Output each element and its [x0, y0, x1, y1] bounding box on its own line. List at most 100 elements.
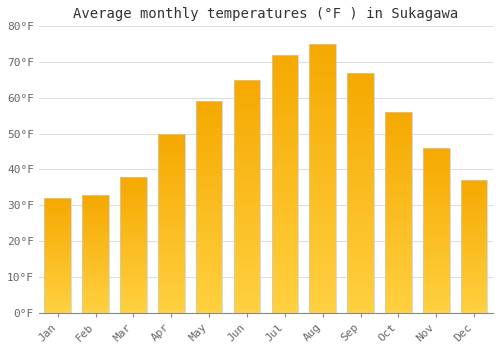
Bar [158, 229, 184, 230]
Bar [158, 250, 184, 252]
Bar [310, 254, 336, 256]
Bar [44, 304, 71, 306]
Bar [234, 271, 260, 273]
Bar [310, 149, 336, 152]
Bar [234, 210, 260, 212]
Bar [272, 148, 298, 150]
Bar [385, 248, 411, 251]
Bar [120, 179, 146, 181]
Bar [348, 87, 374, 90]
Bar [385, 118, 411, 120]
Bar [348, 78, 374, 80]
Bar [348, 190, 374, 193]
Bar [348, 138, 374, 140]
Bar [461, 180, 487, 182]
Bar [196, 150, 222, 152]
Bar [272, 55, 298, 57]
Bar [82, 196, 109, 197]
Bar [348, 133, 374, 135]
Bar [310, 283, 336, 286]
Bar [310, 125, 336, 127]
Bar [234, 264, 260, 266]
Bar [158, 191, 184, 193]
Bar [120, 193, 146, 194]
Bar [82, 283, 109, 284]
Bar [158, 134, 184, 135]
Bar [120, 220, 146, 222]
Bar [82, 204, 109, 205]
Bar [44, 308, 71, 309]
Bar [44, 202, 71, 203]
Bar [272, 109, 298, 112]
Bar [120, 212, 146, 214]
Bar [158, 207, 184, 209]
Bar [272, 114, 298, 117]
Bar [385, 289, 411, 290]
Bar [461, 273, 487, 274]
Bar [44, 292, 71, 293]
Bar [272, 289, 298, 292]
Bar [82, 308, 109, 309]
Bar [385, 128, 411, 130]
Bar [120, 202, 146, 204]
Bar [423, 253, 450, 255]
Bar [461, 294, 487, 295]
Bar [348, 147, 374, 149]
Bar [158, 145, 184, 146]
Bar [44, 238, 71, 239]
Bar [82, 218, 109, 219]
Bar [120, 284, 146, 286]
Bar [158, 173, 184, 175]
Bar [234, 205, 260, 208]
Bar [310, 170, 336, 173]
Bar [196, 264, 222, 266]
Bar [196, 118, 222, 120]
Bar [310, 173, 336, 176]
Bar [310, 259, 336, 262]
Bar [44, 281, 71, 282]
Bar [196, 306, 222, 308]
Bar [423, 237, 450, 239]
Bar [44, 244, 71, 245]
Bar [461, 258, 487, 260]
Bar [158, 219, 184, 221]
Bar [348, 207, 374, 210]
Bar [158, 243, 184, 245]
Bar [158, 186, 184, 187]
Bar [82, 265, 109, 267]
Bar [310, 307, 336, 310]
Bar [272, 91, 298, 93]
Bar [234, 187, 260, 189]
Bar [196, 228, 222, 230]
Bar [158, 142, 184, 145]
Bar [348, 245, 374, 248]
Bar [196, 114, 222, 116]
Bar [44, 294, 71, 295]
Bar [158, 141, 184, 142]
Bar [82, 254, 109, 255]
Bar [196, 110, 222, 112]
Bar [272, 246, 298, 248]
Bar [120, 260, 146, 261]
Bar [158, 300, 184, 302]
Bar [310, 44, 336, 313]
Bar [82, 230, 109, 231]
Bar [348, 298, 374, 301]
Bar [158, 266, 184, 268]
Bar [234, 161, 260, 164]
Bar [423, 160, 450, 161]
Bar [196, 268, 222, 271]
Bar [310, 219, 336, 221]
Bar [423, 291, 450, 293]
Bar [120, 296, 146, 298]
Bar [158, 236, 184, 237]
Bar [196, 308, 222, 310]
Bar [385, 146, 411, 148]
Bar [44, 214, 71, 215]
Bar [348, 106, 374, 109]
Bar [348, 284, 374, 286]
Bar [272, 276, 298, 279]
Bar [423, 194, 450, 196]
Bar [158, 168, 184, 169]
Bar [120, 298, 146, 299]
